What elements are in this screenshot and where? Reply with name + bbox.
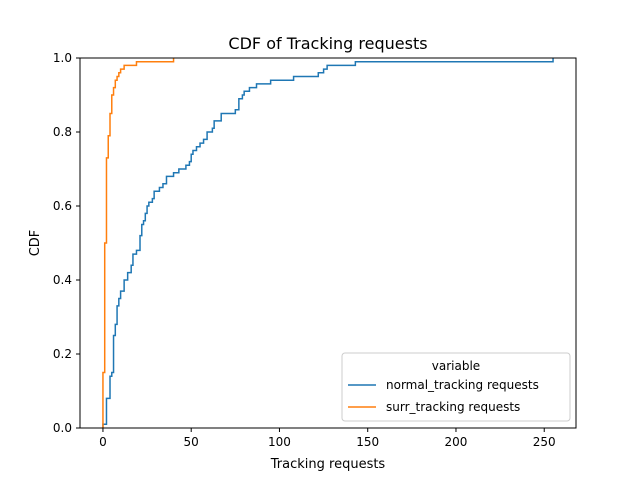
y-axis-ticks: 0.0 0.2 0.4 0.6 0.8 1.0 xyxy=(53,51,80,435)
y-axis-label: CDF xyxy=(28,230,43,257)
y-tick-label: 1.0 xyxy=(53,51,72,65)
series-layer xyxy=(102,58,554,428)
x-tick-label: 250 xyxy=(533,435,556,449)
y-tick-label: 0.6 xyxy=(53,199,72,213)
legend: variable normal_tracking requests surr_t… xyxy=(341,352,571,422)
y-tick-label: 0.0 xyxy=(53,421,72,435)
series-line-surr xyxy=(102,58,175,428)
x-axis-ticks: 0 50 100 150 200 250 xyxy=(99,428,556,449)
plot-area xyxy=(79,57,577,429)
legend-label-surr: surr_tracking requests xyxy=(386,400,520,414)
x-tick-label: 150 xyxy=(356,435,379,449)
x-tick-label: 200 xyxy=(445,435,468,449)
legend-title: variable xyxy=(432,359,480,373)
y-tick-label: 0.4 xyxy=(53,273,72,287)
y-tick-label: 0.8 xyxy=(53,125,72,139)
chart-title: CDF of Tracking requests xyxy=(228,34,427,53)
x-tick-label: 50 xyxy=(184,435,199,449)
axes-frame xyxy=(79,57,577,429)
legend-box xyxy=(341,352,571,422)
x-axis-label: Tracking requests xyxy=(270,457,386,472)
legend-label-normal: normal_tracking requests xyxy=(386,378,539,392)
x-tick-label: 100 xyxy=(268,435,291,449)
y-tick-label: 0.2 xyxy=(53,347,72,361)
x-tick-label: 0 xyxy=(99,435,107,449)
series-line-normal xyxy=(102,58,554,428)
